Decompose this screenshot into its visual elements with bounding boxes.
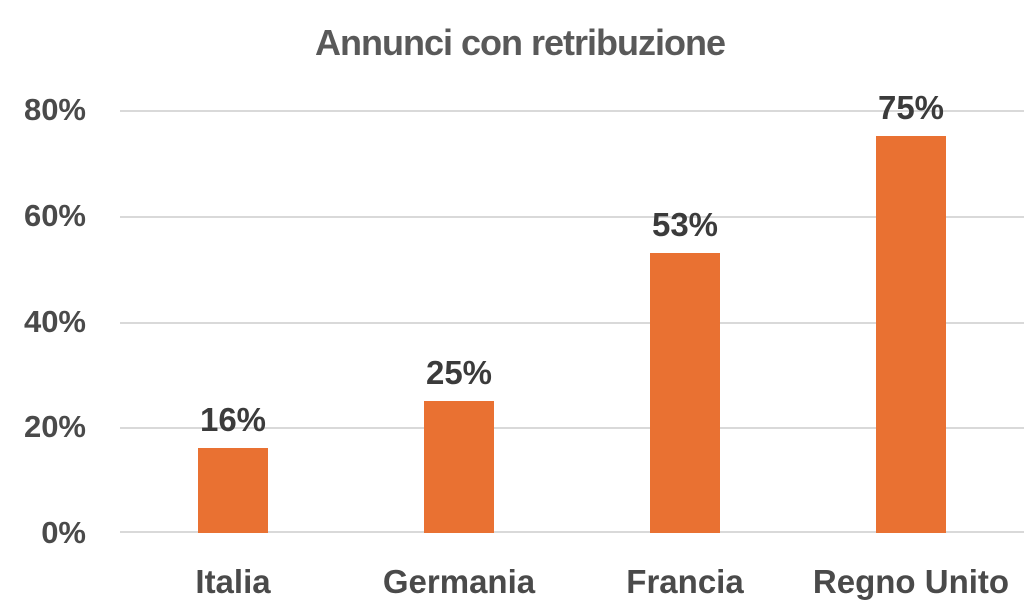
y-tick-label: 40% bbox=[23, 304, 86, 339]
category-label: Regno Unito bbox=[812, 563, 1010, 600]
gridline bbox=[120, 110, 1024, 112]
bar-value-label: 75% bbox=[877, 89, 945, 126]
gridline bbox=[120, 427, 1024, 429]
bar-francia bbox=[650, 253, 720, 533]
x-axis: Italia Germania Francia Regno Unito bbox=[120, 563, 1024, 608]
y-tick-label: 80% bbox=[23, 92, 86, 127]
category-label: Italia bbox=[195, 563, 271, 600]
gridline bbox=[120, 216, 1024, 218]
category-label: Francia bbox=[626, 563, 744, 600]
bar-value-label: 16% bbox=[199, 401, 267, 438]
bar-value-label: 25% bbox=[425, 354, 493, 391]
category-label: Germania bbox=[382, 563, 536, 600]
y-tick-label: 20% bbox=[23, 409, 86, 444]
gridline bbox=[120, 531, 1024, 533]
bar-italia bbox=[198, 448, 268, 533]
bar-germania bbox=[424, 401, 494, 533]
y-tick-label: 0% bbox=[41, 515, 86, 550]
chart-title: Annunci con retribuzione bbox=[314, 22, 726, 63]
y-axis: 0% 20% 40% 60% 80% bbox=[0, 92, 88, 550]
bar-value-label: 53% bbox=[651, 206, 719, 243]
gridline bbox=[120, 322, 1024, 324]
y-tick-label: 60% bbox=[23, 198, 86, 233]
bar-regno-unito bbox=[876, 136, 946, 533]
plot-area: 16% 25% 53% 75% bbox=[120, 91, 1024, 533]
